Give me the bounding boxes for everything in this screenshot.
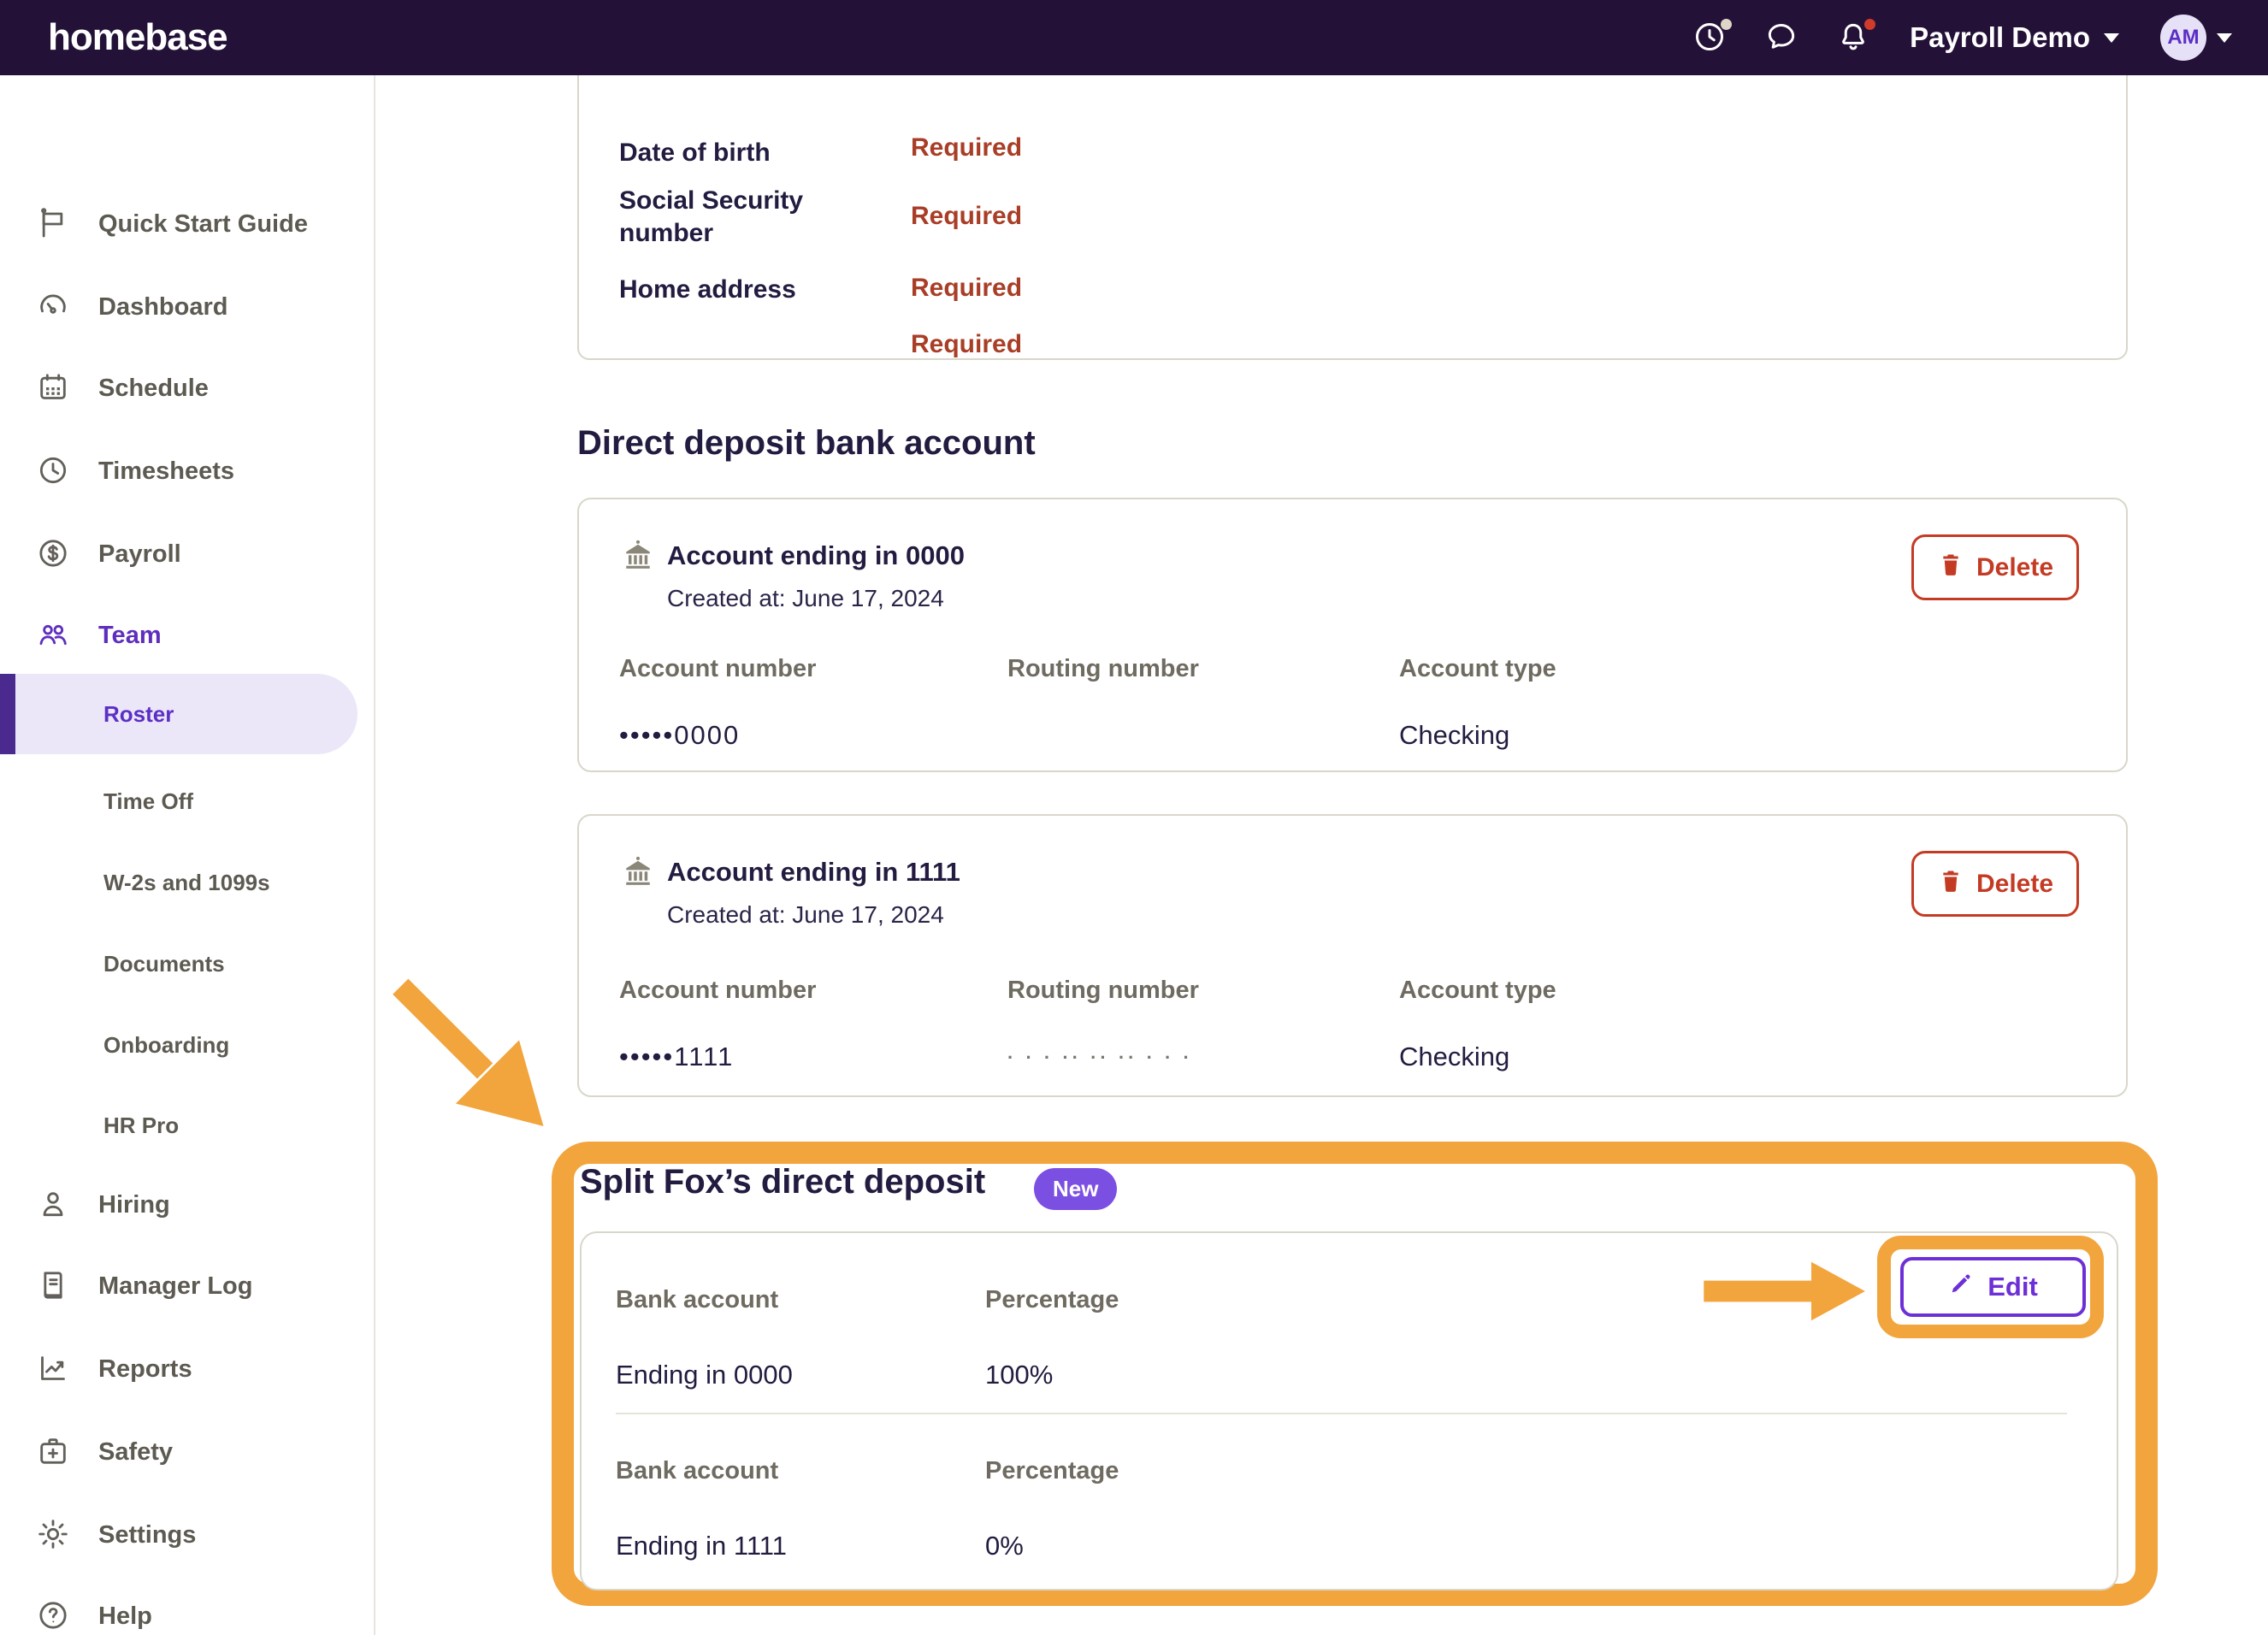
split-bank-value: Ending in 0000 <box>616 1360 793 1390</box>
notifications-button[interactable] <box>1833 17 1876 58</box>
direct-deposit-heading: Direct deposit bank account <box>577 424 1036 462</box>
column-bank-account: Bank account <box>616 1457 779 1484</box>
book-icon <box>36 1268 70 1305</box>
time-clock-button[interactable] <box>1689 17 1733 58</box>
person-icon <box>36 1187 70 1224</box>
delete-account-button[interactable]: Delete <box>1911 851 2079 917</box>
account-number-value: •••••1111 <box>619 1042 735 1071</box>
account-created: Created at: June 17, 2024 <box>667 901 944 928</box>
account-type-value: Checking <box>1399 720 1510 750</box>
bell-icon <box>1835 19 1871 57</box>
sidebar-subitem-hr-pro[interactable]: HR Pro <box>0 1103 372 1148</box>
timesheet-clock-icon <box>36 453 70 490</box>
column-percentage: Percentage <box>985 1286 1119 1313</box>
team-people-icon <box>36 617 70 654</box>
gear-icon <box>36 1517 70 1554</box>
column-account-type: Account type <box>1399 655 1556 682</box>
column-routing-number: Routing number <box>1007 977 1199 1004</box>
chevron-down-icon <box>2217 32 2232 43</box>
account-number-value: •••••0000 <box>619 720 741 750</box>
sidebar-subitem-w2s-1099s[interactable]: W-2s and 1099s <box>0 860 372 905</box>
sidebar-item-help[interactable]: Help <box>0 1591 372 1635</box>
pencil-icon <box>1948 1271 1974 1303</box>
flag-icon <box>36 206 70 243</box>
chat-icon <box>1763 19 1799 57</box>
workspace-switcher[interactable]: Payroll Demo <box>1905 21 2124 55</box>
split-pct-value: 100% <box>985 1360 1054 1390</box>
annotation-arrow-horizontal <box>1702 1257 1869 1325</box>
employee-profile-card: Date of birth Required Social Security n… <box>577 75 2128 360</box>
account-created: Created at: June 17, 2024 <box>667 585 944 611</box>
edit-split-button[interactable]: Edit <box>1900 1257 2086 1317</box>
sidebar-subitem-roster[interactable]: Roster <box>0 674 357 754</box>
sidebar: Quick Start Guide Dashboard Schedule Tim… <box>0 75 375 1635</box>
navbar-actions: Payroll Demo AM <box>1689 0 2237 75</box>
bank-icon <box>619 853 657 895</box>
calendar-icon <box>36 370 70 407</box>
messages-button[interactable] <box>1761 17 1802 58</box>
field-label: Home address <box>619 275 796 304</box>
trash-icon <box>1937 551 1964 585</box>
sidebar-item-hiring[interactable]: Hiring <box>0 1179 372 1231</box>
first-aid-icon <box>36 1434 70 1471</box>
sidebar-item-safety[interactable]: Safety <box>0 1426 372 1478</box>
account-title: Account ending in 0000 <box>667 540 965 570</box>
workspace-name: Payroll Demo <box>1910 21 2090 53</box>
required-value: Required <box>911 330 1023 358</box>
bank-account-card: Account ending in 0000 Created at: June … <box>577 498 2128 772</box>
split-bank-value: Ending in 1111 <box>616 1531 787 1561</box>
row-divider <box>616 1413 2067 1414</box>
sidebar-item-payroll[interactable]: Payroll <box>0 528 372 580</box>
top-navbar: homebase Payroll Demo <box>0 0 2268 75</box>
sidebar-item-quick-start-guide[interactable]: Quick Start Guide <box>0 198 372 250</box>
bank-icon <box>619 537 657 579</box>
trash-icon <box>1937 867 1964 901</box>
account-type-value: Checking <box>1399 1042 1510 1071</box>
column-account-number: Account number <box>619 655 817 682</box>
sidebar-item-settings[interactable]: Settings <box>0 1509 372 1561</box>
sidebar-item-timesheets[interactable]: Timesheets <box>0 446 372 497</box>
split-deposit-card: Bank account Percentage Ending in 0000 1… <box>580 1231 2118 1591</box>
column-percentage: Percentage <box>985 1457 1119 1484</box>
column-account-number: Account number <box>619 977 817 1004</box>
column-account-type: Account type <box>1399 977 1556 1004</box>
field-label: Social Security number <box>619 186 804 247</box>
required-value: Required <box>911 202 1023 230</box>
split-deposit-heading: Split Fox’s direct deposit <box>580 1163 986 1201</box>
sidebar-item-dashboard[interactable]: Dashboard <box>0 281 372 333</box>
clock-status-dot <box>1721 19 1733 30</box>
chart-icon <box>36 1351 70 1388</box>
field-label: Date of birth <box>619 139 771 167</box>
routing-number-value: · · · ·· ·· ·· · · · <box>1007 1047 1193 1068</box>
dollar-icon <box>36 536 70 573</box>
sidebar-item-reports[interactable]: Reports <box>0 1343 372 1395</box>
chevron-down-icon <box>2104 32 2119 43</box>
annotation-arrow-diagonal <box>389 975 552 1133</box>
clock-icon <box>1692 19 1728 57</box>
sidebar-item-manager-log[interactable]: Manager Log <box>0 1260 372 1312</box>
avatar: AM <box>2160 15 2206 61</box>
gauge-icon <box>36 289 70 326</box>
homebase-logo: homebase <box>48 16 228 58</box>
sidebar-item-schedule[interactable]: Schedule <box>0 363 372 414</box>
sidebar-subitem-documents[interactable]: Documents <box>0 941 372 986</box>
question-icon <box>36 1598 70 1635</box>
new-badge: New <box>1034 1168 1118 1210</box>
sidebar-subitem-onboarding[interactable]: Onboarding <box>0 1023 372 1067</box>
sidebar-item-team[interactable]: Team <box>0 610 372 661</box>
sidebar-subitem-time-off[interactable]: Time Off <box>0 779 372 823</box>
required-value: Required <box>911 274 1023 302</box>
column-routing-number: Routing number <box>1007 655 1199 682</box>
main-content: Date of birth Required Social Security n… <box>374 75 2268 1635</box>
delete-account-button[interactable]: Delete <box>1911 534 2079 600</box>
split-pct-value: 0% <box>985 1531 1024 1561</box>
required-value: Required <box>911 133 1023 162</box>
notification-dot <box>1864 19 1876 30</box>
account-title: Account ending in 1111 <box>667 857 960 887</box>
account-menu[interactable]: AM <box>2155 14 2237 62</box>
column-bank-account: Bank account <box>616 1286 779 1313</box>
bank-account-card: Account ending in 1111 Created at: June … <box>577 814 2128 1097</box>
